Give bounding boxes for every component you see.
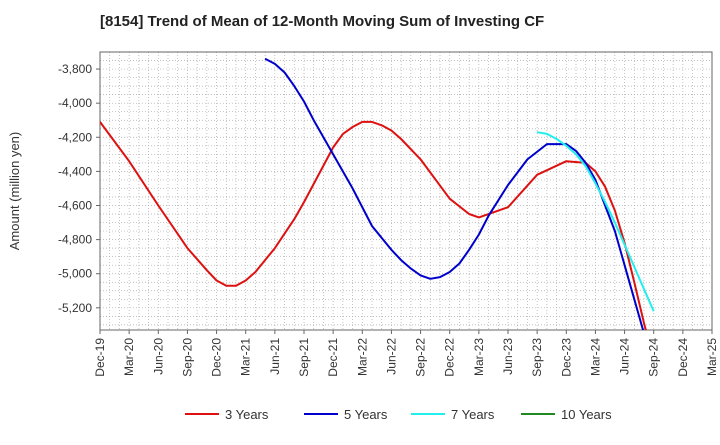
legend-label: 5 Years: [344, 407, 388, 422]
x-tick-label: Jun-23: [501, 338, 515, 375]
series-lines: [100, 57, 655, 330]
y-axis-label: Amount (million yen): [7, 132, 22, 251]
x-tick-label: Dec-19: [93, 338, 107, 377]
x-tick-label: Sep-24: [647, 338, 661, 377]
y-tick-label: -3,800: [58, 62, 92, 76]
x-tick-label: Dec-22: [443, 338, 457, 377]
y-tick-label: -4,800: [58, 233, 92, 247]
x-tick-label: Dec-20: [210, 338, 224, 377]
x-tick-label: Mar-23: [472, 338, 486, 376]
x-axis-ticks: Dec-19 Mar-20 Jun-20 Sep-20 Dec-20 Mar-21 Jun-…: [93, 330, 719, 377]
legend-label: 7 Years: [451, 407, 495, 422]
x-tick-label: Sep-22: [414, 338, 428, 377]
y-tick-label: -4,600: [58, 198, 92, 212]
legend-label: 3 Years: [225, 407, 269, 422]
y-axis-ticks: -3,800 -4,000 -4,200 -4,400 -4,600 -4,800 -5,0…: [58, 62, 100, 315]
legend-label: 10 Years: [561, 407, 612, 422]
x-tick-label: Mar-21: [239, 338, 253, 376]
x-tick-label: Mar-24: [588, 338, 602, 376]
legend: 3 Years 5 Years 7 Years 10 Years: [185, 407, 612, 422]
series-line-3-years: [100, 120, 647, 330]
x-tick-label: Dec-21: [326, 338, 340, 377]
x-tick-label: Jun-20: [151, 338, 165, 375]
y-tick-label: -5,200: [58, 301, 92, 315]
x-tick-label: Jun-21: [268, 338, 282, 375]
x-tick-label: Mar-20: [122, 338, 136, 376]
x-tick-label: Dec-23: [559, 338, 573, 377]
x-tick-label: Jun-22: [384, 338, 398, 375]
x-tick-label: Dec-24: [676, 338, 690, 377]
x-tick-label: Sep-21: [297, 338, 311, 377]
x-tick-label: Jun-24: [618, 338, 632, 375]
y-tick-label: -4,000: [58, 96, 92, 110]
y-tick-label: -4,400: [58, 164, 92, 178]
plot-frame: [99, 51, 713, 331]
y-tick-label: -5,000: [58, 267, 92, 281]
x-tick-label: Sep-23: [530, 338, 544, 377]
grid-lines: [100, 52, 712, 330]
x-tick-label: Sep-20: [180, 338, 194, 377]
y-tick-label: -4,200: [58, 130, 92, 144]
series-line-7-years: [536, 131, 655, 312]
series-line-5-years: [264, 57, 645, 330]
x-tick-label: Mar-25: [705, 338, 719, 376]
chart-title: [8154] Trend of Mean of 12-Month Moving …: [100, 13, 544, 30]
x-tick-label: Mar-22: [355, 338, 369, 376]
